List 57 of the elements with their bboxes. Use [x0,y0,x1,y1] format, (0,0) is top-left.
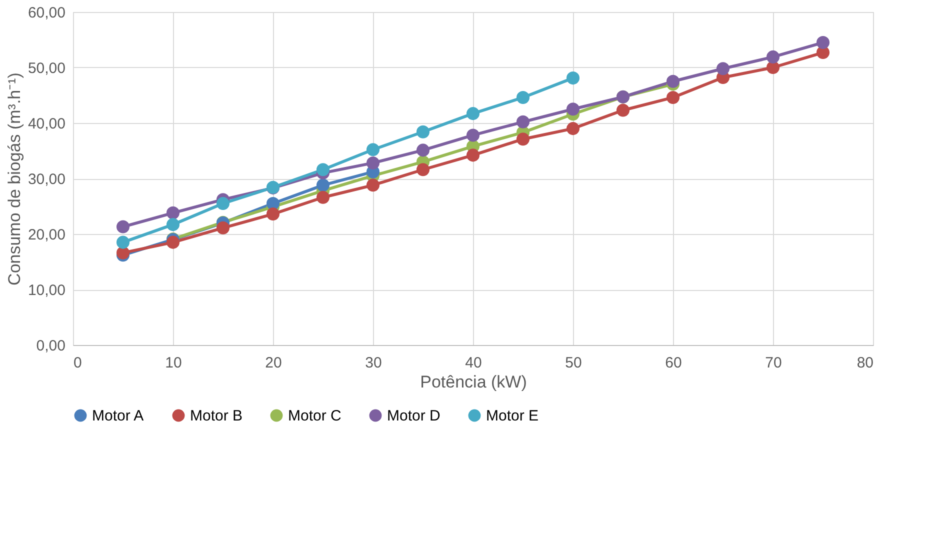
y-axis-title: Consumo de biogás (m³.h⁻¹) [4,72,24,286]
legend-label: Motor C [288,408,342,425]
y-tick-label: 60,00 [28,4,66,22]
legend-label: Motor A [92,408,144,425]
point [666,74,680,88]
point [516,115,530,128]
y-tick-label: 30,00 [28,171,66,188]
point [116,236,130,249]
point [316,163,330,176]
point [466,128,480,142]
y-tick-label: 20,00 [28,226,66,244]
x-tick-label: 60 [665,354,682,372]
point [216,221,230,234]
x-tick-label: 40 [465,354,482,372]
x-tick-label: 20 [265,354,282,372]
y-tick-label: 0,00 [36,338,66,354]
point [216,196,230,210]
point [266,208,280,221]
point [166,236,180,249]
legend-label: Motor E [486,408,539,425]
point [116,246,130,260]
point [616,104,630,117]
legend-label: Motor B [190,408,243,425]
point [166,218,180,232]
point [416,125,430,138]
point [666,90,680,104]
legend-label: Motor D [387,408,441,425]
point [366,178,380,192]
x-tick-label: 50 [565,354,582,372]
point [466,148,480,162]
point [116,220,130,234]
x-tick-label: 0 [74,354,82,372]
point [566,122,580,136]
point [516,132,530,146]
x-tick-label: 30 [365,354,382,372]
y-tick-label: 10,00 [28,282,66,299]
y-tick-label: 40,00 [28,116,66,132]
point [566,72,580,85]
point [416,163,430,176]
point [766,60,780,74]
point [416,144,430,157]
point [566,102,580,116]
y-tick-label: 50,00 [28,60,66,77]
point [716,62,730,76]
x-tick-label: 10 [165,354,182,372]
x-axis-title: Potência (kW) [420,372,527,392]
point [316,178,330,192]
point [166,206,180,220]
point [366,143,380,156]
point [316,190,330,204]
x-tick-label: 80 [856,354,874,372]
point [366,156,380,170]
point [466,107,480,120]
point [766,50,780,64]
point [516,90,530,104]
point [816,36,830,50]
x-tick-label: 70 [765,354,782,372]
